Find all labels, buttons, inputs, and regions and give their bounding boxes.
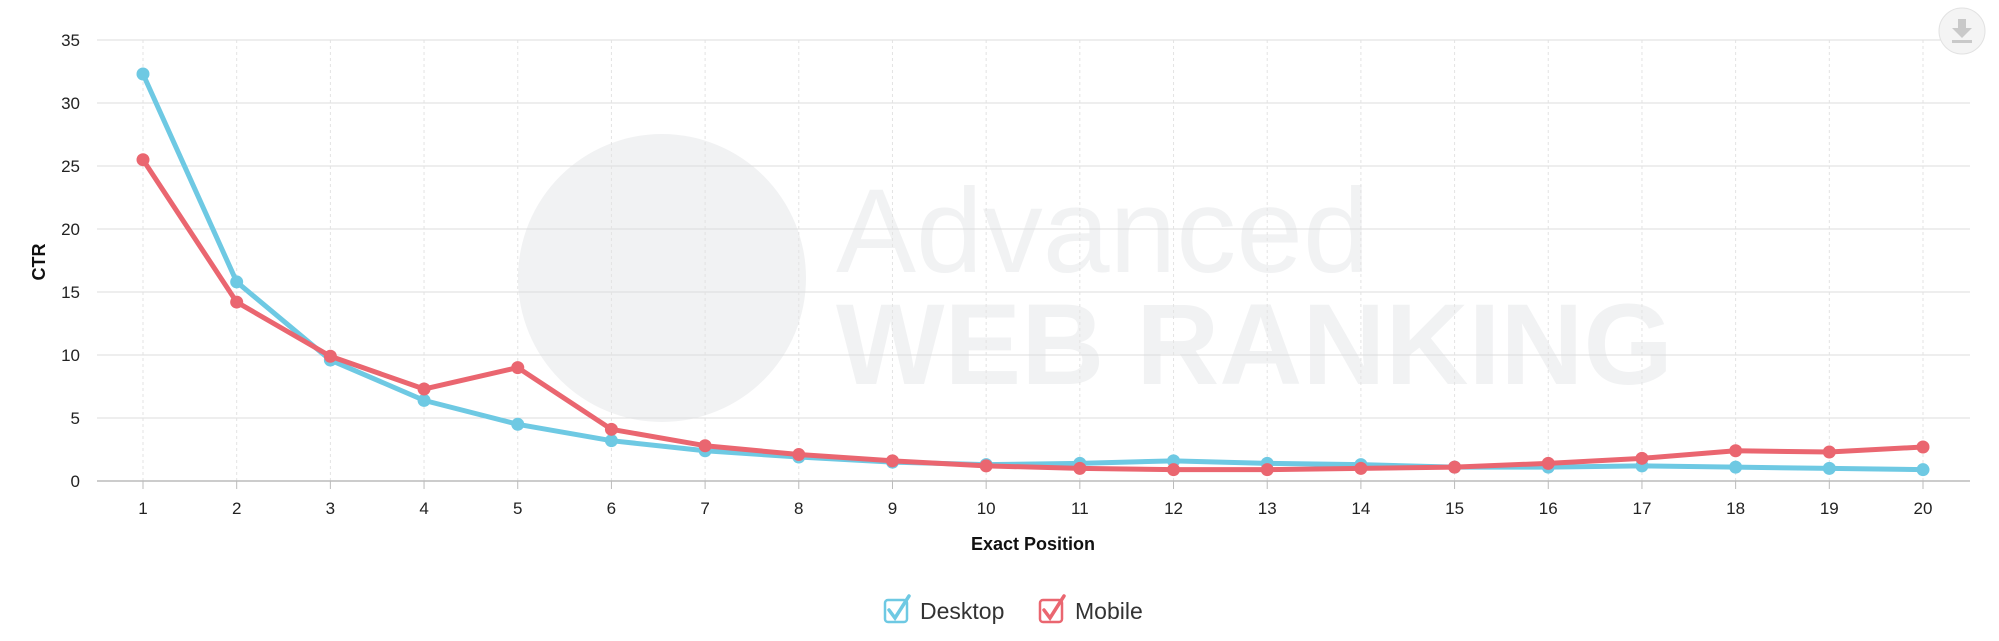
series-line-mobile [140, 157, 1926, 473]
data-point-mobile[interactable] [1541, 456, 1555, 470]
data-point-desktop[interactable] [136, 67, 150, 81]
watermark-line2: WEB RANKING [836, 281, 1673, 409]
data-point-desktop[interactable] [511, 417, 525, 431]
data-point-mobile[interactable] [1167, 463, 1181, 477]
y-tick-label: 20 [61, 220, 80, 239]
y-tick-label: 5 [71, 409, 80, 428]
x-tick-label: 11 [1071, 499, 1089, 518]
data-point-mobile[interactable] [1635, 451, 1649, 465]
legend-checkbox[interactable] [883, 598, 909, 624]
watermark-line1: Advanced [836, 164, 1370, 298]
data-point-mobile[interactable] [604, 422, 618, 436]
x-tick-label: 4 [419, 499, 428, 518]
x-tick-label: 7 [700, 499, 709, 518]
x-tick-label: 15 [1445, 499, 1464, 518]
data-point-mobile[interactable] [792, 448, 806, 462]
x-tick-label: 14 [1351, 499, 1370, 518]
y-tick-label: 10 [61, 346, 80, 365]
x-tick-label: 12 [1164, 499, 1183, 518]
x-tick-label: 19 [1820, 499, 1839, 518]
x-tick-label: 2 [232, 499, 241, 518]
x-tick-label: 9 [888, 499, 897, 518]
grid [97, 39, 1970, 482]
globe-watermark-icon [518, 134, 806, 422]
y-tick-label: 35 [61, 31, 80, 50]
data-point-mobile[interactable] [1073, 461, 1087, 475]
data-point-mobile[interactable] [230, 295, 244, 309]
checkmark-icon [887, 594, 911, 622]
y-tick-label: 15 [61, 283, 80, 302]
data-point-mobile[interactable] [511, 361, 525, 375]
x-tick-label: 13 [1258, 499, 1277, 518]
data-point-mobile[interactable] [1448, 460, 1462, 474]
x-tick-label: 10 [977, 499, 996, 518]
data-point-mobile[interactable] [323, 349, 337, 363]
data-point-mobile[interactable] [417, 382, 431, 396]
x-tick-label: 3 [326, 499, 335, 518]
data-point-mobile[interactable] [885, 454, 899, 468]
data-point-desktop[interactable] [604, 434, 618, 448]
data-point-desktop[interactable] [230, 275, 244, 289]
legend-label: Mobile [1075, 598, 1143, 624]
y-tick-label: 30 [61, 94, 80, 113]
y-tick-label: 25 [61, 157, 80, 176]
watermark: Advanced WEB RANKING [518, 134, 1673, 422]
x-tick-label: 5 [513, 499, 522, 518]
x-tick-label: 1 [138, 499, 147, 518]
series-mobile [136, 153, 1930, 477]
x-axis-title: Exact Position [971, 534, 1095, 554]
data-point-mobile[interactable] [1916, 440, 1930, 454]
series-layer [136, 67, 1930, 477]
x-tick-label: 16 [1539, 499, 1558, 518]
data-point-mobile[interactable] [979, 459, 993, 473]
data-point-desktop[interactable] [1822, 461, 1836, 475]
data-point-desktop[interactable] [1729, 460, 1743, 474]
y-axis-title: CTR [29, 244, 49, 281]
x-tick-label: 6 [607, 499, 616, 518]
data-point-desktop[interactable] [417, 393, 431, 407]
legend-item-desktop[interactable]: Desktop [883, 594, 1004, 624]
data-point-mobile[interactable] [1260, 463, 1274, 477]
legend[interactable]: Desktop Mobile [883, 594, 1143, 624]
y-tick-label: 0 [71, 472, 80, 491]
data-point-mobile[interactable] [136, 153, 150, 167]
x-tick-label: 20 [1914, 499, 1933, 518]
data-point-mobile[interactable] [1822, 445, 1836, 459]
series-line-desktop [140, 71, 1926, 473]
data-point-desktop[interactable] [1916, 463, 1930, 477]
data-point-mobile[interactable] [698, 439, 712, 453]
legend-label: Desktop [920, 598, 1004, 624]
checkmark-icon [1042, 594, 1066, 622]
legend-checkbox[interactable] [1038, 598, 1064, 624]
x-tick-label: 8 [794, 499, 803, 518]
x-tick-label: 18 [1726, 499, 1745, 518]
x-tick-label: 17 [1632, 499, 1651, 518]
download-button[interactable] [1938, 7, 1986, 55]
download-icon [1952, 19, 1972, 43]
data-point-mobile[interactable] [1729, 444, 1743, 458]
legend-item-mobile[interactable]: Mobile [1038, 594, 1143, 624]
data-point-mobile[interactable] [1354, 461, 1368, 475]
